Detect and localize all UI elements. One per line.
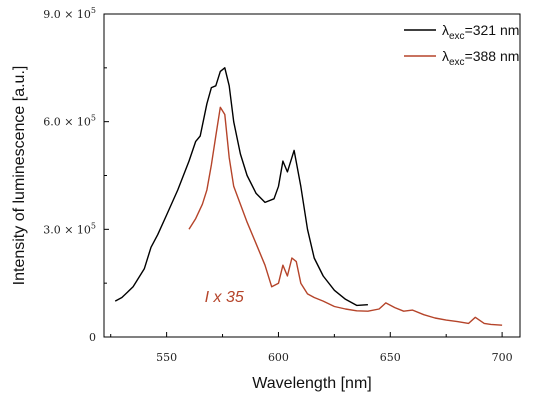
y-tick-label: 0 (89, 331, 96, 344)
x-tick-label: 600 (268, 351, 289, 364)
x-tick-label: 650 (380, 351, 401, 364)
series-line-1 (114, 67, 368, 307)
series-line-2 (188, 106, 503, 326)
y-axis-title: Intensity of luminescence [a.u.] (11, 66, 28, 286)
x-tick-label: 700 (492, 351, 513, 364)
y-tick-label: 9.0 × 105 (43, 6, 96, 21)
legend-entry-2: λexc=388 nm (442, 48, 519, 68)
annotation-scale-factor: I x 35 (205, 289, 244, 306)
y-tick-label: 6.0 × 105 (43, 114, 96, 129)
legend-entry-1: λexc=321 nm (442, 22, 519, 42)
y-tick-label: 3.0 × 105 (43, 221, 96, 236)
x-axis-title: Wavelength [nm] (252, 375, 371, 392)
x-tick-label: 550 (156, 351, 177, 364)
